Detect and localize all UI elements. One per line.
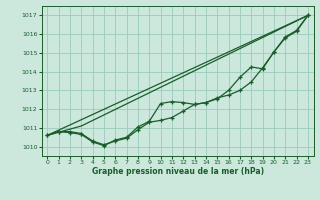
X-axis label: Graphe pression niveau de la mer (hPa): Graphe pression niveau de la mer (hPa) [92,167,264,176]
